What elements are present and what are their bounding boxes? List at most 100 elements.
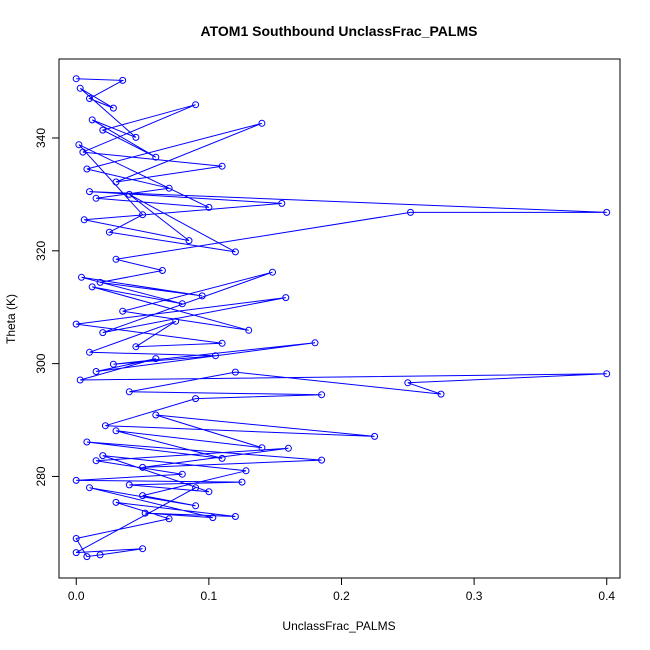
- data-point: [112, 427, 120, 435]
- data-point: [83, 165, 91, 173]
- data-point: [231, 368, 239, 376]
- data-point: [318, 391, 326, 399]
- data-point: [603, 208, 611, 216]
- y-axis-label: Theta (K): [4, 294, 18, 344]
- data-point: [125, 481, 133, 489]
- data-point: [132, 133, 140, 141]
- data-point: [109, 104, 117, 112]
- data-point: [76, 376, 84, 384]
- data-point: [218, 339, 226, 347]
- data-point: [198, 292, 206, 300]
- data-point: [238, 478, 246, 486]
- data-point: [112, 255, 120, 263]
- data-point: [212, 352, 219, 360]
- data-point: [258, 444, 266, 452]
- data-point: [231, 248, 239, 256]
- data-point: [407, 208, 414, 216]
- data-point: [139, 211, 147, 219]
- data-point: [72, 535, 80, 542]
- data-point: [139, 545, 147, 553]
- series-layer: [72, 75, 611, 561]
- data-point: [371, 432, 379, 440]
- data-point: [192, 395, 200, 403]
- data-point: [192, 502, 200, 510]
- data-point: [83, 553, 91, 561]
- data-point: [282, 294, 290, 302]
- data-point: [141, 509, 149, 517]
- data-point: [192, 484, 200, 492]
- data-point: [278, 199, 286, 207]
- data-point: [112, 178, 120, 186]
- plot-frame: [58, 58, 621, 579]
- x-tick-label: 0.4: [598, 589, 615, 603]
- data-point: [209, 514, 217, 522]
- data-point: [101, 422, 109, 430]
- data-point: [72, 75, 80, 83]
- x-tick-label: 0.0: [68, 589, 85, 603]
- data-point: [258, 119, 266, 127]
- data-point: [105, 228, 113, 236]
- data-point: [76, 84, 84, 92]
- data-point: [165, 515, 173, 523]
- data-point: [99, 452, 107, 460]
- data-point: [152, 411, 160, 419]
- series-line: [75, 78, 607, 558]
- data-point: [165, 184, 173, 192]
- y-tick-label: 300: [34, 353, 48, 373]
- data-point: [318, 456, 326, 464]
- data-point: [152, 153, 160, 161]
- chart-title: ATOM1 Southbound UnclassFrac_PALMS: [201, 23, 478, 39]
- data-point: [218, 454, 226, 462]
- data-point: [80, 216, 88, 224]
- data-point: [437, 390, 445, 398]
- data-point: [86, 188, 93, 196]
- data-point: [269, 268, 276, 276]
- data-point: [99, 329, 107, 337]
- data-point: [92, 194, 100, 202]
- x-axis-label: UnclassFrac_PALMS: [282, 619, 395, 633]
- data-point: [152, 355, 160, 363]
- data-point: [125, 388, 133, 396]
- data-point: [245, 326, 253, 334]
- y-tick-label: 280: [34, 466, 48, 486]
- data-point: [178, 470, 186, 478]
- data-point: [119, 76, 127, 84]
- data-point: [172, 317, 180, 325]
- data-point: [96, 551, 104, 559]
- data-point: [88, 283, 96, 291]
- data-point: [79, 148, 87, 156]
- data-point: [86, 95, 93, 102]
- y-axis: 280 300 320 340: [34, 128, 59, 486]
- data-point: [242, 467, 250, 475]
- data-point: [86, 484, 93, 492]
- data-point: [72, 320, 80, 328]
- data-point: [109, 360, 117, 368]
- data-point: [205, 203, 213, 211]
- data-point: [83, 438, 91, 446]
- y-tick-label: 320: [34, 240, 48, 260]
- y-tick-label: 340: [34, 128, 48, 148]
- data-point: [86, 348, 93, 356]
- data-point: [72, 549, 80, 557]
- data-point: [185, 237, 193, 245]
- x-axis: 0.0 0.1 0.2 0.3 0.4: [68, 578, 615, 603]
- data-point: [88, 116, 96, 124]
- data-point: [78, 273, 85, 281]
- data-point: [92, 368, 100, 375]
- data-point: [72, 476, 80, 484]
- data-point: [311, 339, 319, 347]
- data-point: [231, 513, 239, 520]
- data-point: [75, 141, 83, 149]
- data-point: [96, 278, 104, 286]
- x-tick-label: 0.3: [466, 589, 483, 603]
- data-point: [139, 463, 147, 471]
- data-point: [125, 190, 133, 198]
- data-point: [112, 498, 120, 506]
- data-point: [119, 307, 127, 315]
- data-point: [218, 162, 226, 170]
- data-point: [158, 267, 166, 274]
- data-point: [132, 343, 140, 351]
- data-point: [92, 457, 100, 465]
